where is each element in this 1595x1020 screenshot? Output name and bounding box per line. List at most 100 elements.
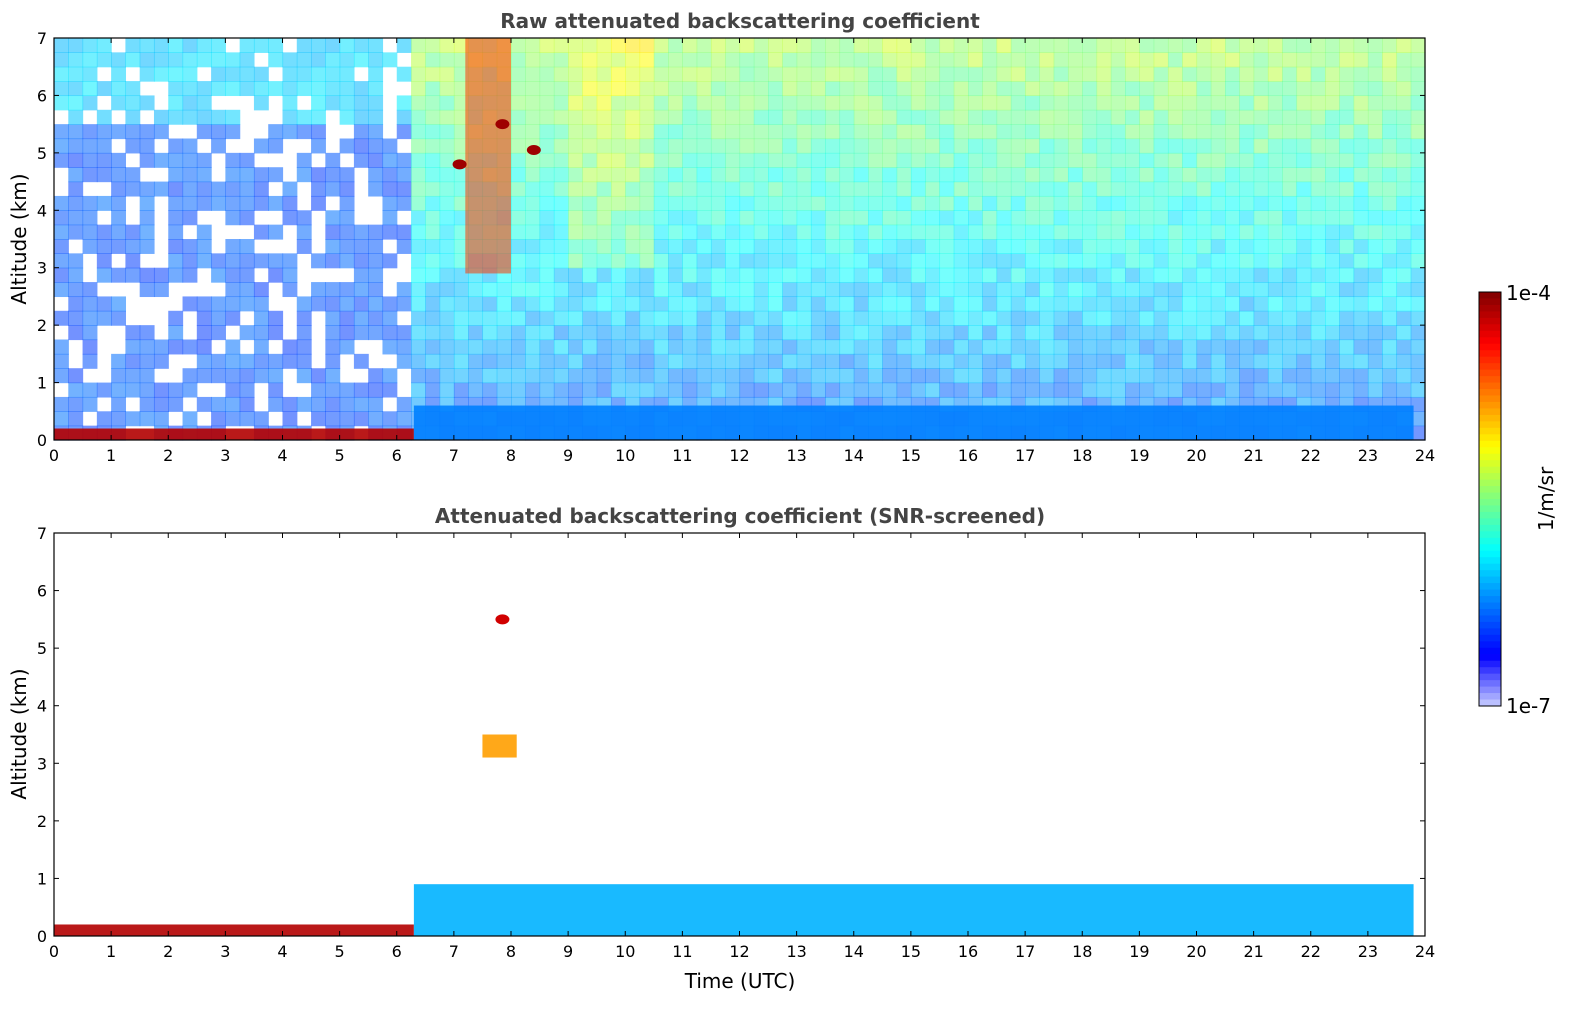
heatmap-cell — [553, 195, 569, 211]
heatmap-cell — [710, 81, 726, 97]
heatmap-cell — [739, 382, 755, 398]
heatmap-cell — [82, 52, 98, 68]
heatmap-cell — [1410, 425, 1426, 441]
heatmap-cell — [725, 282, 741, 298]
y-axis-label: Altitude (km) — [7, 173, 31, 304]
heatmap-cell — [339, 310, 355, 326]
y-tick-label: 7 — [37, 524, 47, 543]
heatmap-cell — [568, 81, 584, 97]
heatmap-cell — [411, 296, 426, 312]
heatmap-cell — [839, 239, 855, 254]
heatmap-cell — [82, 239, 98, 254]
heatmap-cell — [996, 296, 1012, 312]
heatmap-cell — [682, 239, 698, 254]
heatmap-cell — [668, 253, 683, 269]
colorbar-band — [1479, 511, 1501, 519]
heatmap-cell — [168, 195, 184, 211]
heatmap-cell — [882, 124, 898, 140]
heatmap-cell — [1253, 38, 1269, 53]
heatmap-cell — [553, 124, 569, 140]
heatmap-cell — [211, 181, 226, 197]
x-tick-label: 10 — [615, 446, 635, 465]
heatmap-cell — [311, 52, 326, 68]
heatmap-cell — [1010, 109, 1026, 125]
heatmap-cell — [139, 66, 155, 82]
heatmap-cell — [182, 195, 198, 211]
heatmap-cell — [925, 296, 941, 312]
heatmap-cell — [68, 181, 84, 197]
heatmap-cell — [1267, 353, 1283, 369]
heatmap-cell — [625, 296, 641, 312]
heatmap-cell — [1025, 66, 1041, 82]
heatmap-cell — [125, 52, 141, 68]
heatmap-cell — [68, 38, 84, 53]
heatmap-cell — [968, 195, 983, 211]
heatmap-cell — [1353, 368, 1369, 384]
heatmap-cell — [1153, 310, 1169, 326]
heatmap-cell — [1182, 138, 1198, 154]
heatmap-cell — [1210, 253, 1226, 269]
colorbar-band — [1479, 492, 1501, 500]
heatmap-cell — [1410, 210, 1426, 226]
heatmap-cell — [925, 195, 941, 211]
heatmap-cell — [825, 52, 841, 68]
heatmap-cell — [139, 152, 155, 168]
heatmap-cell — [925, 224, 941, 240]
heatmap-cell — [239, 181, 255, 197]
heatmap-cell — [568, 52, 584, 68]
heatmap-cell — [639, 239, 655, 254]
colorbar-band — [1479, 596, 1501, 603]
heatmap-cell — [439, 353, 455, 369]
heatmap-cell — [382, 325, 398, 341]
heatmap-cell — [982, 81, 998, 97]
heatmap-cell — [539, 195, 555, 211]
heatmap-cell — [1182, 282, 1198, 298]
heatmap-cell — [939, 382, 955, 398]
heatmap-cell — [968, 124, 983, 140]
heatmap-cell — [596, 353, 612, 369]
heatmap-cell — [539, 325, 555, 341]
heatmap-cell — [710, 310, 726, 326]
heatmap-cell — [653, 138, 669, 154]
heatmap-cell — [796, 152, 812, 168]
heatmap-cell — [139, 124, 155, 140]
heatmap-cell — [896, 325, 912, 341]
heatmap-cell — [568, 267, 584, 283]
heatmap-cell — [596, 253, 612, 269]
heatmap-cell — [982, 267, 998, 283]
heatmap-cell — [1025, 195, 1041, 211]
heatmap-cell — [625, 382, 641, 398]
heatmap-cell — [196, 152, 212, 168]
heatmap-cell — [1182, 267, 1198, 283]
heatmap-cell — [539, 282, 555, 298]
heatmap-cell — [453, 181, 469, 197]
heatmap-cell — [639, 353, 655, 369]
heatmap-cell — [1339, 95, 1355, 111]
heatmap-cell — [753, 152, 769, 168]
x-tick-label: 18 — [1072, 446, 1092, 465]
heatmap-cell — [868, 310, 883, 326]
heatmap-cell — [268, 167, 284, 183]
heatmap-cell — [396, 296, 412, 312]
heatmap-cell — [153, 353, 169, 369]
heatmap-cell — [1167, 224, 1183, 240]
heatmap-cell — [54, 95, 69, 111]
heatmap-cell — [939, 38, 955, 53]
heatmap-cell — [996, 167, 1012, 183]
heatmap-cell — [182, 210, 198, 226]
heatmap-cell — [768, 95, 783, 111]
heatmap-cell — [1182, 325, 1198, 341]
heatmap-cell — [1167, 152, 1183, 168]
heatmap-cell — [68, 167, 84, 183]
heatmap-cell — [782, 325, 798, 341]
heatmap-cell — [925, 38, 941, 53]
x-tick-labels: 0 1 2 3 4 5 6 7 8 9 10 11 12 13 14 15 16 17 18 19 20 21 22 23 24 — [49, 533, 1435, 961]
heatmap-cell — [54, 152, 69, 168]
heatmap-cell — [725, 353, 741, 369]
heatmap-cell — [1253, 253, 1269, 269]
heatmap-cell — [1182, 52, 1198, 68]
heatmap-cell — [396, 239, 412, 254]
heatmap-cell — [1367, 152, 1383, 168]
colorbar-band — [1479, 401, 1501, 409]
heatmap-cell — [610, 368, 626, 384]
